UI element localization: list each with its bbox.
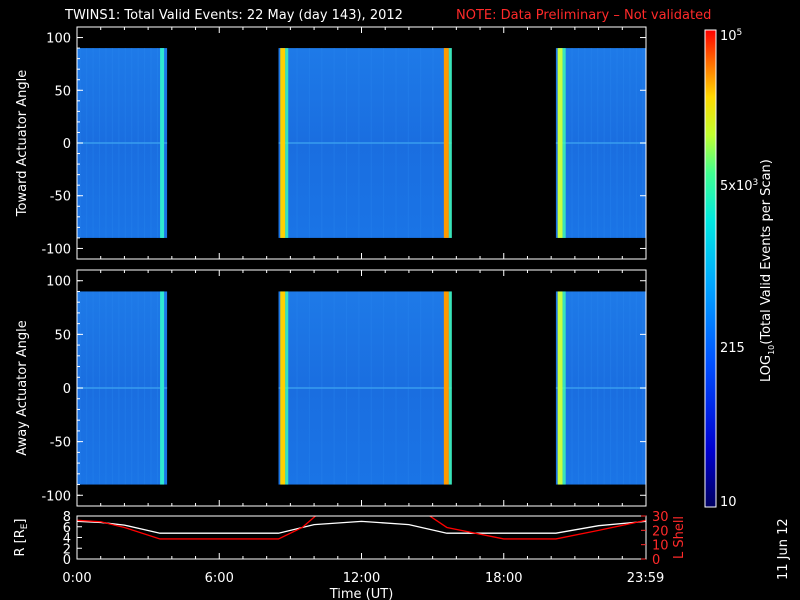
colorbar-tick-10: 10	[720, 495, 737, 510]
orbit-ytick-left-label: 4	[63, 532, 71, 547]
away-bright-stripe-edge-2	[562, 291, 566, 485]
title-bar: TWINS1: Total Valid Events: 22 May (day …	[0, 6, 800, 26]
toward-bright-stripe-0	[280, 48, 286, 238]
away-ytick-label: -100	[41, 489, 71, 504]
toward-heatmap-panel: 100 50 0 -50 -100 Toward Actuator Angle	[15, 26, 647, 260]
r-axis-label: R [RE]	[13, 518, 30, 556]
orbit-ytick-left-label: 2	[63, 542, 71, 557]
orbit-ytick-left-label: 0	[63, 553, 71, 568]
away-zero-band	[555, 387, 646, 389]
orbit-ytick-left-label: 8	[63, 510, 71, 525]
l-shell-line	[77, 516, 646, 540]
orbit-ytick-left-label: 6	[63, 521, 71, 536]
toward-cyan-stripe	[160, 48, 165, 238]
time-tick-label: 18:00	[485, 571, 522, 586]
l-shell-axis-label: L Shell	[672, 516, 687, 559]
away-ytick-label: 50	[54, 328, 71, 343]
toward-ytick-label: -50	[50, 190, 71, 205]
colorbar-gradient	[704, 29, 717, 508]
away-bright-stripe-2	[557, 291, 563, 485]
away-bright-stripe-edge-0	[285, 291, 289, 485]
away-bright-stripe-edge-1	[448, 291, 452, 485]
toward-ytick-label: 100	[46, 32, 71, 47]
away-ytick-label: -50	[50, 436, 71, 451]
colorbar: 105 5x103 215 10 LOG10(Total Valid Event…	[704, 28, 776, 510]
colorbar-label: LOG10(Total Valid Events per Scan)	[759, 159, 776, 382]
away-heatmap-panel: 100 50 0 -50 -100 Away Actuator Angle	[15, 269, 647, 507]
away-ylabel: Away Actuator Angle	[15, 320, 30, 455]
orbit-plot-area	[77, 516, 646, 559]
away-bright-stripe-0	[280, 291, 286, 485]
preliminary-note: NOTE: Data Preliminary – Not validated	[456, 8, 712, 23]
time-axis-label: Time (UT)	[329, 587, 394, 600]
colorbar-tick-5e3: 5x103	[720, 178, 758, 194]
toward-bright-stripe-edge-2	[562, 48, 566, 238]
toward-ytick-label: 0	[63, 137, 71, 152]
time-tick-label: 23:59	[627, 571, 664, 586]
toward-zero-band	[77, 142, 168, 144]
toward-bright-stripe-1	[443, 48, 449, 238]
away-ytick-label: 100	[46, 275, 71, 290]
r-distance-line	[77, 520, 646, 534]
time-tick-label: 6:00	[205, 571, 234, 586]
toward-bright-stripe-2	[557, 48, 563, 238]
orbit-ytick-right-label: 30	[652, 510, 669, 525]
away-cyan-stripe	[160, 291, 165, 485]
toward-ytick-label: 50	[54, 84, 71, 99]
away-zero-band	[278, 387, 452, 389]
toward-zero-band	[278, 142, 452, 144]
colorbar-tick-215: 215	[720, 341, 745, 356]
orbit-ytick-right-label: 0	[652, 553, 660, 568]
toward-bright-stripe-edge-1	[448, 48, 452, 238]
toward-ytick-label: -100	[41, 242, 71, 257]
time-tick-label: 0:00	[62, 571, 91, 586]
away-zero-band	[77, 387, 168, 389]
toward-ylabel: Toward Actuator Angle	[15, 70, 30, 217]
chart-title: TWINS1: Total Valid Events: 22 May (day …	[65, 8, 403, 23]
colorbar-tick-1e5: 105	[720, 28, 742, 44]
toward-zero-band	[555, 142, 646, 144]
orbit-ytick-right-label: 10	[652, 539, 669, 554]
away-bright-stripe-1	[443, 291, 449, 485]
toward-bright-stripe-edge-0	[285, 48, 289, 238]
time-tick-label: 12:00	[343, 571, 380, 586]
orbit-ytick-right-label: 20	[652, 524, 669, 539]
away-ytick-label: 0	[63, 382, 71, 397]
date-stamp: 11 Jun 12	[776, 518, 791, 580]
